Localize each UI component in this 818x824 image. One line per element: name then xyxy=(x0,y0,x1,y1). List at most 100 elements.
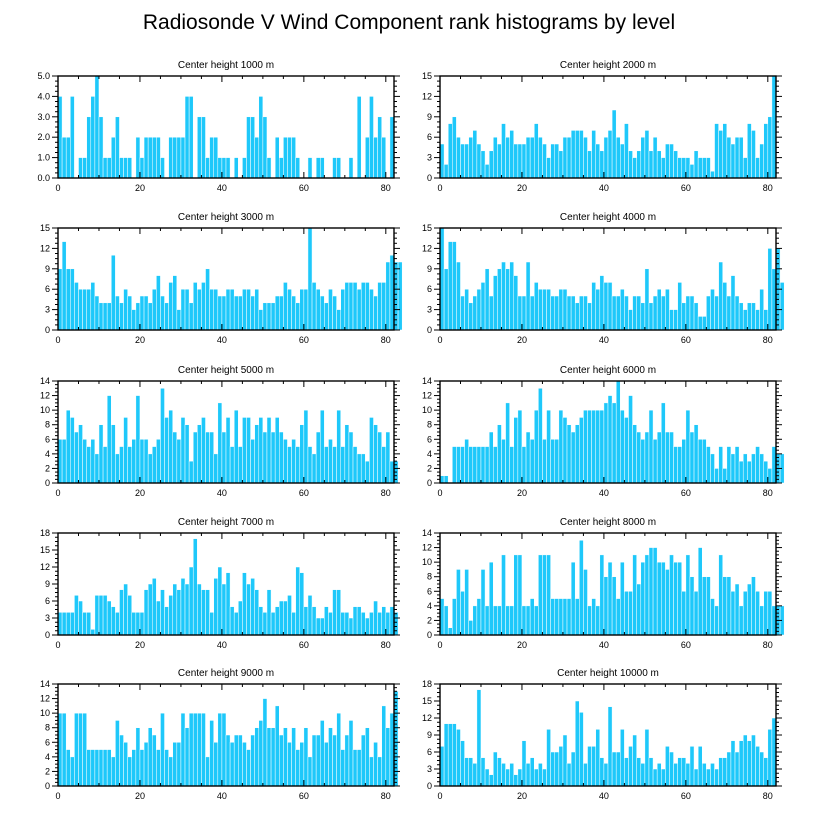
bar xyxy=(225,157,231,179)
y-tick-label: 0 xyxy=(45,781,50,791)
bar xyxy=(656,150,662,179)
bar xyxy=(505,402,510,484)
bar xyxy=(665,431,670,484)
bar xyxy=(377,116,382,179)
bar xyxy=(566,424,572,484)
bar xyxy=(139,612,145,636)
bar xyxy=(319,720,325,787)
x-tick-label: 40 xyxy=(217,640,227,650)
bar xyxy=(70,417,75,484)
bar xyxy=(197,712,202,787)
bar xyxy=(620,729,625,787)
bar xyxy=(574,598,580,636)
bar xyxy=(172,275,178,331)
bar xyxy=(734,446,740,484)
bar xyxy=(336,589,341,636)
bar xyxy=(456,446,461,484)
bar xyxy=(180,712,186,787)
bar xyxy=(546,554,551,636)
bar xyxy=(369,756,374,787)
bar xyxy=(710,763,715,787)
bar xyxy=(102,446,108,484)
bar xyxy=(192,431,198,484)
bar xyxy=(143,295,149,331)
bar xyxy=(767,116,773,179)
bar xyxy=(151,734,157,787)
bar xyxy=(287,136,292,179)
bar xyxy=(98,116,104,179)
bar xyxy=(315,617,321,636)
bar xyxy=(86,116,92,179)
bar xyxy=(279,295,284,331)
axis-ticks xyxy=(52,75,400,179)
x-tick-label: 40 xyxy=(599,488,609,498)
bar xyxy=(82,439,87,484)
bar xyxy=(315,431,321,484)
bar xyxy=(701,439,707,484)
bar xyxy=(669,309,674,331)
bar xyxy=(669,751,674,787)
bar xyxy=(747,123,752,179)
y-tick-label: 6 xyxy=(427,586,432,596)
bar xyxy=(201,282,206,331)
y-tick-label: 6 xyxy=(427,132,432,142)
bar xyxy=(493,275,498,331)
bar xyxy=(472,295,478,331)
bar xyxy=(484,768,490,787)
bar xyxy=(595,409,601,484)
bar xyxy=(718,130,723,179)
bar xyxy=(673,309,678,331)
bar xyxy=(443,723,449,787)
bar xyxy=(373,295,378,331)
panel-title: Center height 1000 m xyxy=(178,60,274,71)
bar xyxy=(509,130,515,179)
bar xyxy=(755,746,760,787)
bar xyxy=(258,606,264,636)
bar xyxy=(747,302,752,331)
y-tick-label: 1.0 xyxy=(37,153,50,163)
bar xyxy=(168,136,173,179)
bar xyxy=(476,598,482,636)
bar xyxy=(135,302,141,331)
bar xyxy=(160,295,165,331)
bar xyxy=(480,150,486,179)
bar xyxy=(164,749,169,787)
bar xyxy=(98,424,104,484)
bar xyxy=(295,749,301,787)
bar xyxy=(636,583,642,636)
bar xyxy=(706,295,711,331)
bar xyxy=(373,600,378,636)
x-tick-label: 60 xyxy=(299,488,309,498)
bar xyxy=(456,729,461,787)
bar xyxy=(501,261,506,331)
bar xyxy=(356,606,362,636)
bar xyxy=(156,600,161,636)
bar xyxy=(176,589,182,636)
bar xyxy=(460,591,465,636)
bar xyxy=(599,554,605,636)
bar xyxy=(270,727,276,787)
bar xyxy=(377,612,382,636)
bar xyxy=(652,136,658,179)
bar xyxy=(562,136,568,179)
bar xyxy=(254,136,260,179)
bar xyxy=(131,309,137,331)
bar xyxy=(501,763,506,787)
bar xyxy=(550,751,555,787)
bar xyxy=(348,431,354,484)
bar xyxy=(488,150,494,179)
y-tick-label: 6 xyxy=(427,434,432,444)
bar xyxy=(82,288,87,331)
bar xyxy=(229,742,235,787)
bar xyxy=(184,727,190,787)
bar xyxy=(270,302,276,331)
bar-series xyxy=(57,227,403,331)
bar xyxy=(102,749,108,787)
bar xyxy=(493,136,498,179)
x-tick-label: 20 xyxy=(135,335,145,345)
bar xyxy=(336,409,341,484)
bar xyxy=(135,727,141,787)
bar xyxy=(579,417,584,484)
y-tick-label: 4 xyxy=(427,449,432,459)
x-tick-label: 0 xyxy=(437,183,442,193)
